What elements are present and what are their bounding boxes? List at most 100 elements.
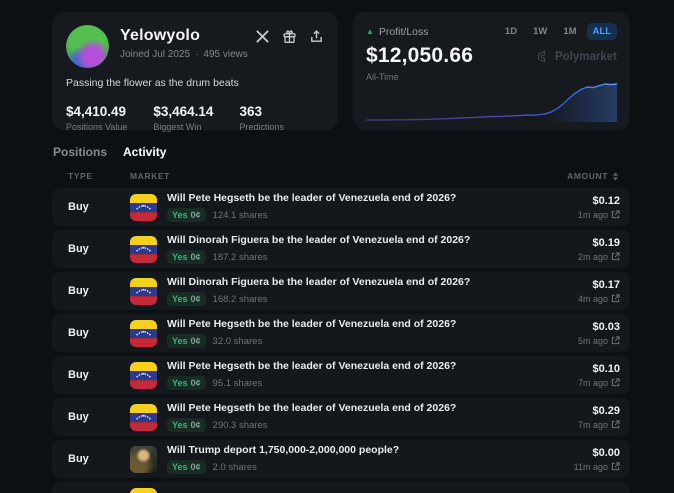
range-1w-button[interactable]: 1W [527,23,553,40]
profile-bio: Passing the flower as the drum beats [66,77,239,89]
sort-icon [611,171,620,181]
external-link-icon[interactable] [611,210,620,219]
market-icon [130,487,157,493]
external-link-icon[interactable] [611,336,620,345]
outcome-label: Yes [172,378,188,388]
outcome-price: 0¢ [190,378,201,388]
time-row: 7m ago [578,420,620,430]
stat-label: Predictions [239,122,284,132]
stat-value: $4,410.49 [66,104,127,119]
column-header-type: TYPE [68,171,93,181]
market-title[interactable]: Will Pete Hegseth be the leader of Venez… [167,318,457,330]
shares-count: 2.0 shares [212,461,257,473]
range-all-button[interactable]: ALL [586,23,617,40]
column-header-amount-sort[interactable]: AMOUNT [567,171,620,181]
table-row[interactable] [52,482,630,493]
profile-card: Yelowyolo Joined Jul 2025 · 495 views [52,12,338,132]
stat-biggest-win: $3,464.14 Biggest Win [153,104,213,132]
shares-count: 187.2 shares [212,251,268,263]
column-header-market: MARKET [130,171,170,181]
profile-identity: Yelowyolo Joined Jul 2025 · 495 views [120,25,255,60]
table-row[interactable]: Buy Will Pete Hegseth be the leader o [52,398,630,436]
time-range-selector: 1D 1W 1M ALL [499,23,617,40]
joined-date: Joined Jul 2025 [120,49,191,60]
external-link-icon[interactable] [611,420,620,429]
market-title[interactable]: Will Trump deport 1,750,000-2,000,000 pe… [167,444,400,456]
outcome-badge: Yes 0¢ [167,376,206,390]
gift-icon[interactable] [282,29,297,44]
market-title[interactable]: Will Pete Hegseth be the leader of Venez… [167,192,457,204]
pnl-period-label: All-Time [366,72,399,82]
amount-cell: $0.17 4m ago [578,279,620,304]
time-ago: 1m ago [577,209,608,220]
market-icon [130,361,157,389]
market-icon [130,277,157,305]
outcome-label: Yes [172,210,188,220]
table-row[interactable]: Buy Will Pete Hegseth be the leader o [52,314,630,352]
table-row[interactable]: Buy Will Dinorah Figuera be the leade [52,230,630,268]
external-link-icon[interactable] [611,252,620,261]
share-icon[interactable] [309,29,324,44]
profile-tabs: Positions Activity [52,145,630,159]
market-subline: Yes 0¢ 124.1 shares [167,208,578,222]
external-link-icon[interactable] [611,462,620,471]
pnl-label-wrap: ▲ Profit/Loss [366,26,499,38]
x-twitter-icon[interactable] [255,29,270,44]
market-cell: Will Dinorah Figuera be the leader of Ve… [167,234,578,264]
pnl-header: ▲ Profit/Loss 1D 1W 1M ALL [366,23,617,40]
tab-activity[interactable]: Activity [123,145,167,159]
outcome-price: 0¢ [190,462,201,472]
market-cell: Will Pete Hegseth be the leader of Venez… [167,360,578,390]
external-link-icon[interactable] [611,378,620,387]
time-row: 7m ago [578,378,620,388]
amount-value: $0.19 [592,236,620,249]
stat-predictions: 363 Predictions [239,104,284,132]
activity-table-header: TYPE MARKET AMOUNT [52,171,630,181]
external-link-icon[interactable] [611,294,620,303]
table-row[interactable]: Buy Will Pete Hegseth be the leader o [52,188,630,226]
trade-type: Buy [68,369,89,381]
outcome-badge: Yes 0¢ [167,250,206,264]
shares-count: 290.3 shares [212,419,268,431]
time-row: 1m ago [578,210,620,220]
table-row[interactable]: Buy Will Trump deport 1,750,000-2,000 [52,440,630,478]
pnl-label: Profit/Loss [378,25,429,38]
market-cell: Will Dinorah Figuera be the leader of Ve… [167,276,578,306]
trade-type: Buy [68,201,89,213]
market-cell: Will Trump deport 1,750,000-2,000,000 pe… [167,444,574,474]
market-title[interactable]: Will Pete Hegseth be the leader of Venez… [167,360,457,372]
outcome-price: 0¢ [190,210,201,220]
market-subline: Yes 0¢ 187.2 shares [167,250,578,264]
market-icon [130,193,157,221]
pnl-card: ▲ Profit/Loss 1D 1W 1M ALL $12,050.66 Po… [353,12,630,130]
tab-positions[interactable]: Positions [53,145,108,159]
table-row[interactable]: Buy Will Pete Hegseth be the leader o [52,356,630,394]
outcome-badge: Yes 0¢ [167,334,206,348]
market-title[interactable]: Will Dinorah Figuera be the leader of Ve… [167,276,471,288]
amount-cell: $0.29 7m ago [578,405,620,430]
venezuela-flag-icon [130,403,157,431]
market-title[interactable]: Will Dinorah Figuera be the leader of Ve… [167,234,471,246]
column-header-amount: AMOUNT [567,171,608,181]
range-1m-button[interactable]: 1M [557,23,582,40]
outcome-badge: Yes 0¢ [167,460,206,474]
range-1d-button[interactable]: 1D [499,23,523,40]
outcome-label: Yes [172,336,188,346]
stat-label: Positions Value [66,122,128,132]
shares-count: 32.0 shares [212,335,263,347]
time-ago: 7m ago [577,419,608,430]
amount-value: $0.10 [592,362,620,375]
venezuela-flag-icon [130,487,157,493]
outcome-badge: Yes 0¢ [167,418,206,432]
pnl-line-chart [366,83,617,122]
market-title[interactable]: Will Pete Hegseth be the leader of Venez… [167,402,457,414]
amount-cell: $0.12 1m ago [578,195,620,220]
activity-table: Buy Will Pete Hegseth be the leader o [52,188,630,493]
amount-cell: $0.10 7m ago [578,363,620,388]
stat-label: Biggest Win [153,122,202,132]
table-row[interactable]: Buy Will Dinorah Figuera be the leade [52,272,630,310]
market-cell: Will Pete Hegseth be the leader of Venez… [167,192,578,222]
time-row: 4m ago [578,294,620,304]
stat-positions-value: $4,410.49 Positions Value [66,104,127,132]
